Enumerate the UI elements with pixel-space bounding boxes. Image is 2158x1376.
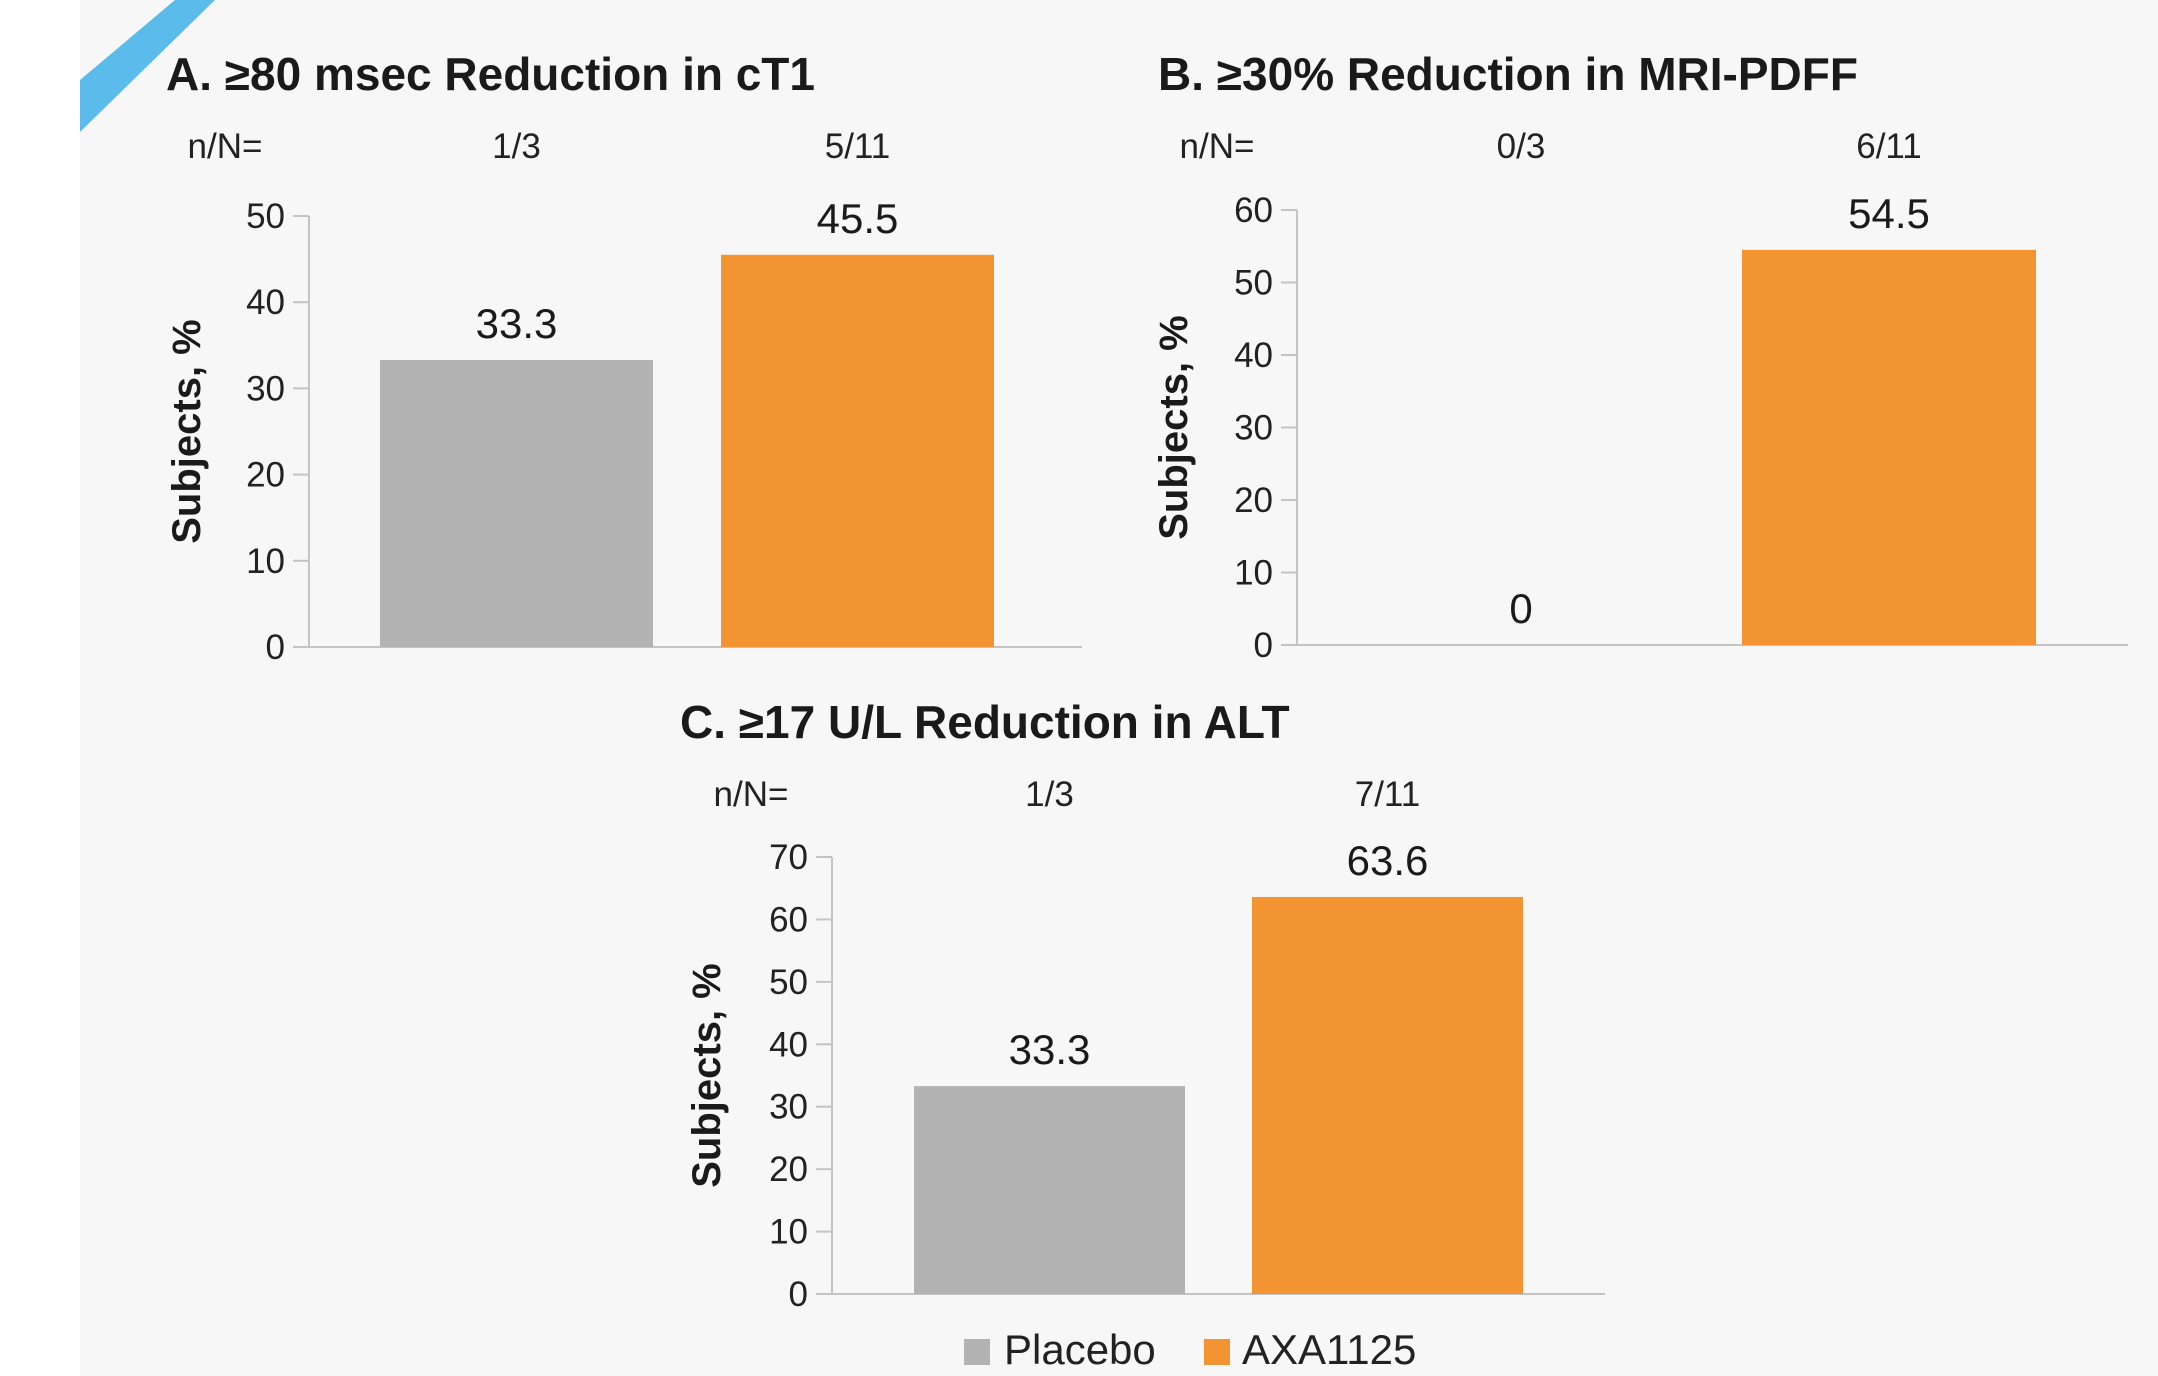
y-tick-label: 20 bbox=[769, 1150, 808, 1189]
n-label-b: n/N= bbox=[1180, 127, 1255, 166]
data-label-axa1125-a: 45.5 bbox=[817, 195, 899, 242]
legend-swatch-placebo bbox=[964, 1339, 990, 1365]
y-tick-label: 10 bbox=[246, 542, 285, 581]
bar-placebo-c bbox=[914, 1086, 1185, 1294]
legend-label-axa1125: AXA1125 bbox=[1242, 1326, 1416, 1373]
y-tick-label: 50 bbox=[769, 963, 808, 1002]
y-tick-label: 0 bbox=[789, 1275, 808, 1314]
accent-stripe bbox=[80, 0, 215, 132]
y-axis-title-a: Subjects, % bbox=[165, 319, 209, 544]
y-tick-label: 30 bbox=[1234, 409, 1273, 448]
chart-title-a: A. ≥80 msec Reduction in cT1 bbox=[166, 48, 815, 100]
y-tick-label: 50 bbox=[246, 197, 285, 236]
y-axis-title-b: Subjects, % bbox=[1152, 315, 1196, 540]
y-axis-title-c: Subjects, % bbox=[685, 963, 729, 1188]
chart-panel-2: B. ≥30% Reduction in MRI-PDFF n/N= 0 10 20 30… bbox=[1152, 48, 2128, 665]
n-value-axa1125-c: 7/11 bbox=[1355, 775, 1421, 814]
data-label-placebo-a: 33.3 bbox=[476, 300, 558, 347]
chart-title-b: B. ≥30% Reduction in MRI-PDFF bbox=[1158, 48, 1858, 100]
n-value-placebo-a: 1/3 bbox=[492, 127, 541, 166]
bar-axa1125-b bbox=[1742, 249, 2036, 645]
bar-axa1125-a bbox=[721, 254, 994, 648]
y-tick-label: 60 bbox=[1234, 191, 1273, 230]
legend-label-placebo: Placebo bbox=[1004, 1326, 1156, 1373]
data-label-placebo-b: 0 bbox=[1509, 585, 1532, 632]
bar-axa1125-c bbox=[1252, 896, 1523, 1294]
y-tick-label: 30 bbox=[769, 1088, 808, 1127]
n-value-axa1125-b: 6/11 bbox=[1856, 127, 1922, 166]
data-label-axa1125-b: 54.5 bbox=[1848, 190, 1930, 237]
y-tick-label: 0 bbox=[1254, 626, 1273, 665]
chart-panel-1: A. ≥80 msec Reduction in cT1 n/N= 0 10 20 30 4… bbox=[165, 48, 1082, 667]
y-tick-label: 10 bbox=[769, 1213, 808, 1252]
legend-swatch-axa1125 bbox=[1204, 1339, 1230, 1365]
n-label-c: n/N= bbox=[714, 775, 789, 814]
data-label-axa1125-c: 63.6 bbox=[1347, 837, 1429, 884]
y-tick-label: 20 bbox=[246, 456, 285, 495]
y-tick-label: 40 bbox=[1234, 336, 1273, 375]
y-tick-label: 30 bbox=[246, 369, 285, 408]
n-label-a: n/N= bbox=[188, 127, 263, 166]
n-value-placebo-c: 1/3 bbox=[1025, 775, 1074, 814]
n-value-placebo-b: 0/3 bbox=[1497, 127, 1546, 166]
chart-panel-3: C. ≥17 U/L Reduction in ALT n/N= 0 10 20 30 40… bbox=[680, 696, 1605, 1314]
chart-title-c: C. ≥17 U/L Reduction in ALT bbox=[680, 696, 1290, 748]
bar-placebo-a bbox=[380, 359, 653, 647]
y-tick-label: 70 bbox=[769, 838, 808, 877]
y-tick-label: 10 bbox=[1234, 554, 1273, 593]
y-tick-label: 40 bbox=[769, 1025, 808, 1064]
n-value-axa1125-a: 5/11 bbox=[825, 127, 891, 166]
y-tick-label: 60 bbox=[769, 900, 808, 939]
y-tick-label: 50 bbox=[1234, 264, 1273, 303]
chart-panels: A. ≥80 msec Reduction in cT1 n/N= 0 10 20 30 4… bbox=[165, 48, 2128, 1314]
y-tick-label: 40 bbox=[246, 283, 285, 322]
y-tick-label: 0 bbox=[266, 628, 285, 667]
legend: Placebo AXA1125 bbox=[964, 1326, 1416, 1373]
y-tick-label: 20 bbox=[1234, 481, 1273, 520]
data-label-placebo-c: 33.3 bbox=[1009, 1026, 1091, 1073]
